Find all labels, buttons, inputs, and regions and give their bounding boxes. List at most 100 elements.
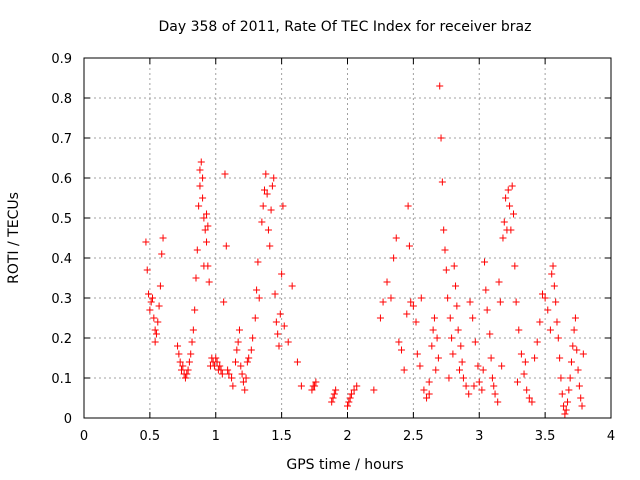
data-point — [434, 354, 442, 362]
data-point — [407, 298, 415, 306]
data-point — [276, 310, 284, 318]
data-point — [224, 366, 232, 374]
data-point — [566, 374, 574, 382]
data-point — [196, 182, 204, 190]
data-point — [189, 326, 197, 334]
data-point — [260, 186, 268, 194]
data-point — [457, 342, 465, 350]
y-tick-label: 0.3 — [51, 292, 72, 307]
data-point — [262, 170, 270, 178]
x-tick-label: 2.5 — [403, 429, 424, 444]
data-point — [536, 318, 544, 326]
data-point — [482, 286, 490, 294]
data-point — [531, 354, 539, 362]
data-point — [188, 338, 196, 346]
data-point — [565, 386, 573, 394]
data-point — [570, 326, 578, 334]
data-point — [203, 238, 211, 246]
data-point — [465, 390, 473, 398]
x-tick-label: 3 — [475, 429, 483, 444]
data-point — [554, 334, 562, 342]
data-point — [204, 222, 212, 230]
data-point — [297, 382, 305, 390]
y-tick-label: 0.5 — [51, 212, 72, 227]
data-point — [258, 218, 266, 226]
data-point — [579, 350, 587, 358]
data-point — [308, 386, 316, 394]
data-point — [506, 202, 514, 210]
data-point — [150, 314, 158, 322]
data-point — [448, 334, 456, 342]
data-point — [379, 298, 387, 306]
y-tick-label: 0.2 — [51, 332, 72, 347]
data-point — [271, 290, 279, 298]
data-point — [433, 334, 441, 342]
data-point — [217, 366, 225, 374]
data-point — [567, 358, 575, 366]
data-point — [192, 274, 200, 282]
data-point — [268, 182, 276, 190]
data-point — [383, 278, 391, 286]
data-point — [392, 234, 400, 242]
data-point — [413, 350, 421, 358]
data-point — [569, 342, 577, 350]
data-point — [475, 378, 483, 386]
data-point — [201, 226, 209, 234]
data-point — [470, 382, 478, 390]
data-point — [280, 322, 288, 330]
data-point — [255, 294, 263, 302]
data-point — [441, 246, 449, 254]
data-point — [429, 326, 437, 334]
data-point — [499, 234, 507, 242]
data-point — [229, 382, 237, 390]
data-point — [247, 346, 255, 354]
data-point — [254, 258, 262, 266]
x-tick-label: 3.5 — [535, 429, 556, 444]
data-point — [556, 354, 564, 362]
data-point — [409, 302, 417, 310]
data-point — [177, 366, 185, 374]
data-point — [425, 390, 433, 398]
data-point — [151, 338, 159, 346]
data-point — [203, 210, 211, 218]
data-point — [490, 382, 498, 390]
x-tick-label: 1 — [212, 429, 220, 444]
data-point — [478, 386, 486, 394]
data-point — [481, 258, 489, 266]
data-point — [538, 290, 546, 298]
data-point — [423, 394, 431, 402]
data-point — [143, 266, 151, 274]
data-point — [486, 330, 494, 338]
data-point — [145, 290, 153, 298]
data-point — [533, 338, 541, 346]
data-point — [577, 394, 585, 402]
data-point — [483, 306, 491, 314]
y-tick-label: 0.7 — [51, 132, 72, 147]
data-point — [430, 314, 438, 322]
data-point — [345, 398, 353, 406]
data-point — [438, 178, 446, 186]
data-point — [546, 326, 554, 334]
data-point — [183, 370, 191, 378]
data-point — [191, 306, 199, 314]
y-axis-label: ROTI / TECUs — [6, 192, 22, 284]
data-point — [403, 310, 411, 318]
data-point — [197, 158, 205, 166]
data-point — [442, 266, 450, 274]
data-point — [205, 278, 213, 286]
data-point — [249, 334, 257, 342]
data-point — [253, 286, 261, 294]
data-point — [491, 390, 499, 398]
data-points — [142, 82, 587, 418]
data-point — [232, 358, 240, 366]
data-point — [440, 226, 448, 234]
data-point — [213, 358, 221, 366]
data-point — [242, 374, 250, 382]
data-point — [156, 282, 164, 290]
x-tick-label: 0.5 — [140, 429, 161, 444]
data-point — [270, 174, 278, 182]
data-point — [330, 390, 338, 398]
data-point — [496, 298, 504, 306]
